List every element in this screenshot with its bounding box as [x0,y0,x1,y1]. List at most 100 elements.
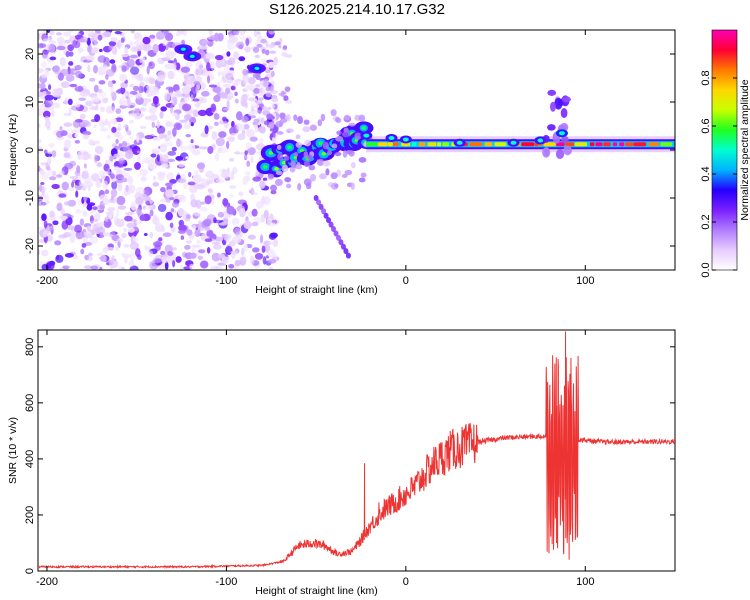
spectrogram-blob [67,98,73,106]
spectrogram-blob [164,120,175,128]
spectrogram-blob [139,58,144,64]
spectrogram-blob [149,231,154,239]
tone-segment [648,142,659,147]
spectrogram-blob [257,97,264,101]
spectrogram-blob [318,203,324,210]
spectrogram-blob [152,43,159,54]
spectrogram-blob [236,124,245,131]
spectrogram-blob [157,71,167,79]
x-tick-label: 100 [576,275,594,287]
spectrogram-blob [103,65,108,72]
spectrogram-blob [63,112,71,117]
spectrogram-blob [83,196,88,202]
spectrogram-blob [40,201,47,206]
spectrogram-blob [271,80,275,86]
spectrogram-blob [109,231,116,238]
spectrogram-blob [199,206,209,212]
spectrogram-blob [191,76,196,83]
spectrogram-blob [136,150,141,154]
spectrogram-blob [305,182,312,190]
spectrogram-blob [52,220,59,226]
spectrogram-blob [102,31,112,38]
spectrogram-blob [98,170,107,177]
spectrogram-blob [263,209,269,219]
spectrogram-blob [211,252,221,262]
tone-segment [442,142,450,147]
spectrogram-blob [162,232,172,238]
spectrogram-blob [123,167,133,171]
spectrogram-blob [118,265,122,270]
spectrogram-blob [259,234,264,244]
spectrogram-blob [63,139,72,149]
spectrogram-blob [123,92,129,97]
spectrogram-blob [171,96,178,106]
spectrogram-blob [113,166,121,171]
spectrogram-blob [196,96,204,105]
spectrogram-blob [544,147,550,157]
spectrogram-blob [218,120,228,125]
spectrogram-blob [73,224,83,233]
spectrogram-blob [195,199,202,209]
spectrogram-blob [90,220,94,225]
spectrogram-blob [167,40,171,48]
spectrogram-blob [252,176,262,182]
spectrogram-blob [40,162,47,166]
spectrogram-blob [132,107,140,116]
spectrogram-blob [132,85,140,92]
spectrogram-blob [62,265,70,270]
spectrogram-blob [285,128,294,133]
spectrogram-blob [79,218,84,226]
spectrogram-blob [184,62,193,68]
spectrogram-blob [354,132,362,140]
spectrogram-blob [148,163,158,170]
spectrogram-blob [39,169,45,176]
spectrogram-blob [245,128,255,138]
spectrogram-blob [358,114,366,122]
spectrogram-blob [255,100,263,105]
spectrogram-blob [98,80,106,85]
spectrogram-blob [81,170,89,180]
spectrogram-blob [42,49,49,55]
spectrogram-blob [61,181,69,191]
spectrogram-blob [142,195,151,202]
spectrogram-blob [171,146,177,152]
spectrogram-blob [205,52,215,60]
spectrogram-blob [79,155,85,159]
spectrogram-blob [247,111,254,117]
spectrogram-blob [143,233,148,237]
spectrogram-blob [96,252,103,256]
spectrogram-blob [86,225,91,232]
spectrogram-blob [234,98,239,104]
spectrogram-blob [325,168,330,176]
spectrogram-blob [146,65,150,75]
spectrogram-blob [51,150,57,158]
spectrogram-blob [93,39,98,46]
spectrogram-blob [118,143,123,150]
spectrogram-blob [560,108,568,119]
spectrogram-blob [116,238,123,243]
spectrogram-blob [38,68,44,74]
spectrogram-blob [234,91,238,97]
spectrogram-blob [129,83,135,88]
spectrogram-blob [68,30,74,33]
spectrogram-blob [282,161,287,165]
spectrogram-blob [260,58,267,64]
spectrogram-blob [510,140,517,145]
tone-segment [392,142,399,147]
spectrogram-blob [217,70,221,77]
spectrogram-blob [226,141,230,150]
spectrogram-blob [133,32,143,42]
spectrogram-blob [67,225,76,231]
spectrogram-blob [187,181,196,186]
spectrogram-blob [43,193,50,202]
spectrogram-blob [129,241,139,250]
spectrogram-blob [165,211,173,221]
spectrogram-blob [87,255,93,262]
spectrogram-blob [326,217,332,224]
spectrogram-blob [111,180,118,190]
spectrogram-blob [172,127,177,137]
spectrogram-blob [169,179,177,184]
spectrogram-blob [237,133,246,141]
spectrogram-blob [335,135,344,142]
